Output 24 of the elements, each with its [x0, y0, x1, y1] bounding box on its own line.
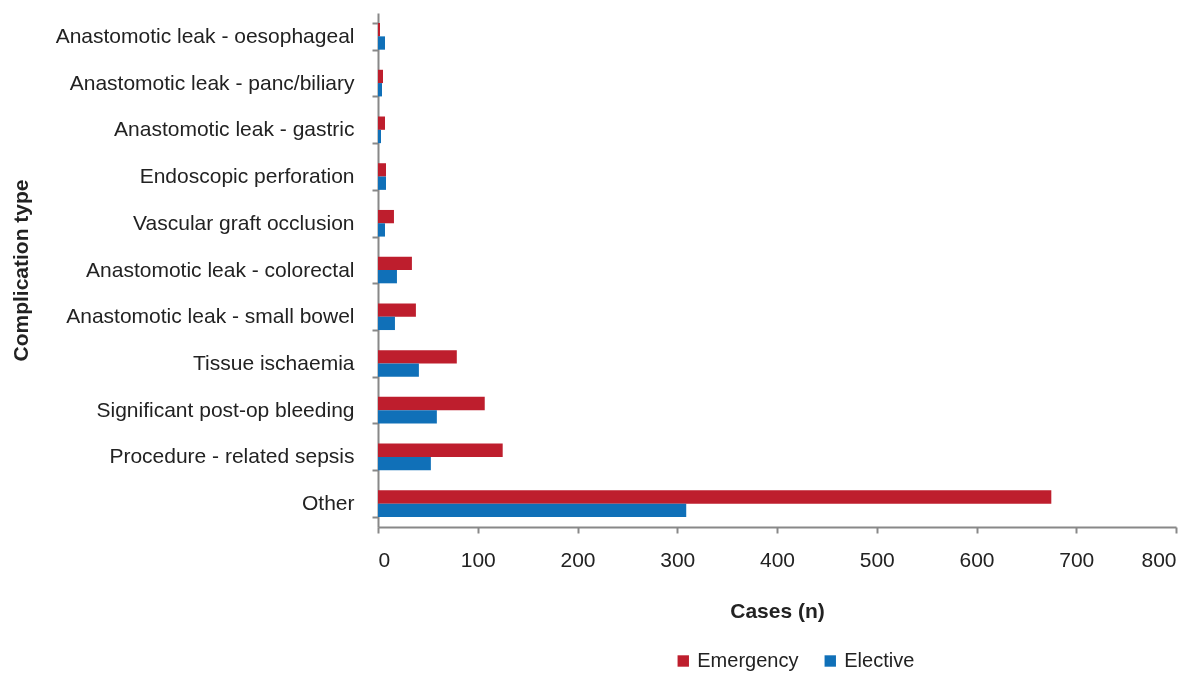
y-tick-label: Anastomotic leak - gastric [114, 117, 355, 141]
y-tick-label: Anastomotic leak - panc/biliary [69, 70, 355, 94]
x-tick-label: 800 [1141, 547, 1177, 571]
x-tick-label: 700 [1059, 547, 1095, 571]
x-tick-label: 300 [660, 547, 696, 571]
x-axis-title: Cases (n) [730, 598, 825, 622]
y-tick-label: Tissue ischaemia [193, 350, 355, 374]
legend-label: Elective [844, 649, 915, 671]
y-tick-label: Vascular graft occlusion [133, 210, 355, 234]
y-axis-title: Complication type [8, 179, 32, 362]
y-tick-label: Anastomotic leak - oesophageal [55, 23, 355, 47]
y-tick-label: Significant post-op bleeding [96, 397, 355, 421]
legend-label: Emergency [697, 649, 799, 671]
y-tick-label: Other [301, 491, 355, 515]
y-tick-label: Endoscopic perforation [139, 164, 355, 188]
y-tick-label: Procedure - related sepsis [109, 444, 355, 468]
x-tick-label: 600 [959, 547, 995, 571]
x-tick-label: 0 [378, 547, 391, 571]
x-tick-label: 200 [560, 547, 596, 571]
x-tick-label: 400 [759, 547, 796, 571]
y-tick-label: Anastomotic leak - colorectal [86, 257, 355, 281]
x-tick-label: 100 [460, 547, 496, 571]
x-tick-label: 500 [859, 547, 895, 571]
y-tick-label: Anastomotic leak - small bowel [66, 304, 355, 328]
